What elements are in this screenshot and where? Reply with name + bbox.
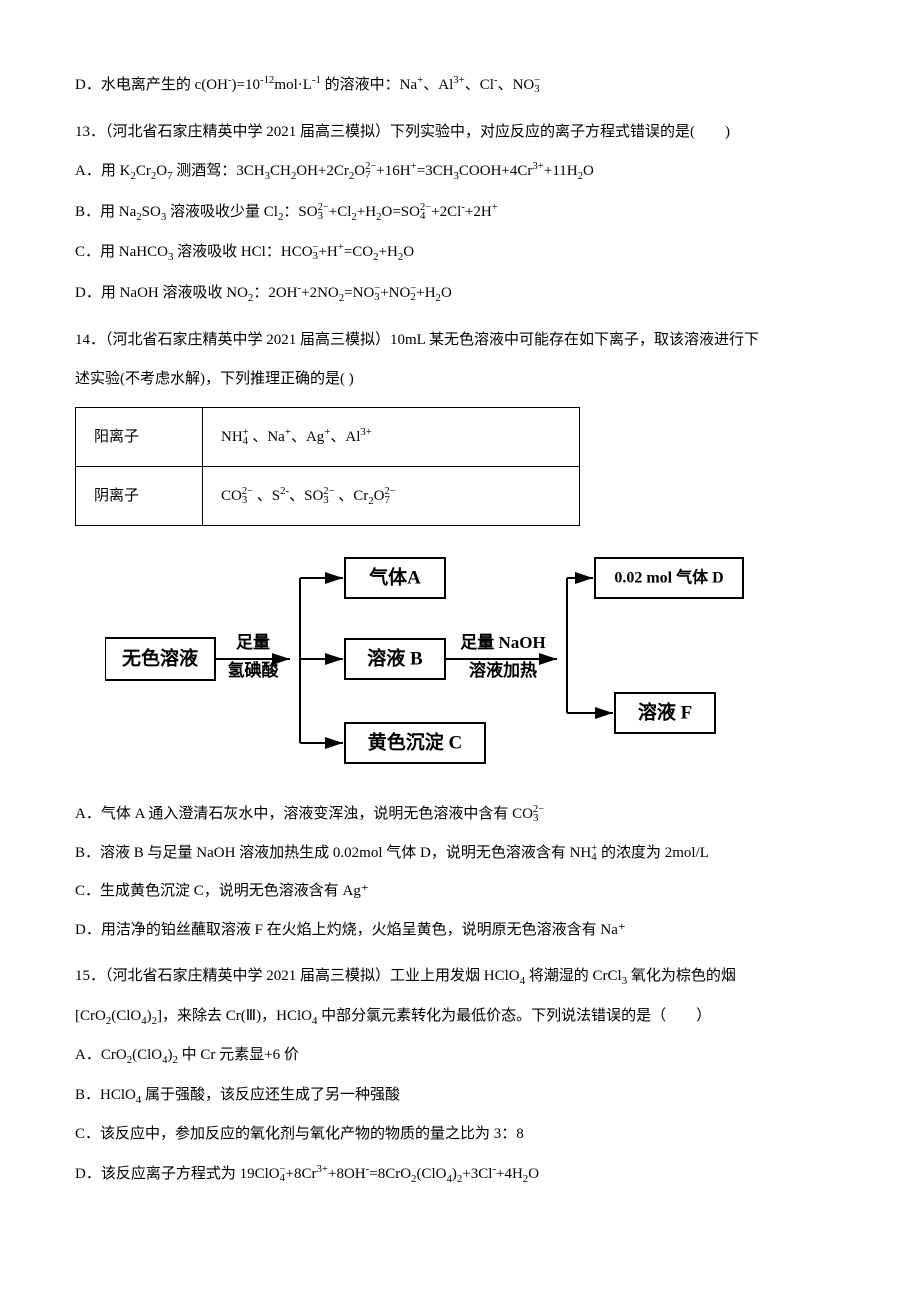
cation-label: 阳离子 (76, 408, 203, 467)
q14-stem-line2: 述实验(不考虑水解)，下列推理正确的是( ) (75, 365, 845, 394)
anion-label: 阴离子 (76, 466, 203, 526)
label-naoh1: 足量 NaOH (460, 632, 545, 652)
flow-diagram: 无色溶液 足量 氢碘酸 气体A 溶液 B 黄色沉淀 C 足量 NaOH 溶液加热… (105, 548, 845, 778)
cation-list: NH+4 、Na+、Ag+、Al3+ (203, 408, 580, 467)
node-sol-f: 溶液 F (638, 701, 692, 724)
q15-option-d: D．该反应离子方程式为 19ClO−4+8Cr3++8OH-=8CrO2(ClO… (75, 1159, 845, 1190)
node-gas-a: 气体A (368, 566, 421, 589)
q14-option-a: A．气体 A 通入澄清石灰水中，溶液变浑浊，说明无色溶液中含有 CO2−3 (75, 800, 845, 829)
q13-option-c: C．用 NaHCO3 溶液吸收 HCl：HCO−3+H+=CO2+H2O (75, 237, 845, 268)
q15-option-b: B．HClO4 属于强酸，该反应还生成了另一种强酸 (75, 1081, 845, 1111)
q15-option-a: A．CrO2(ClO4)2 中 Cr 元素显+6 价 (75, 1041, 845, 1071)
label-naoh2: 溶液加热 (469, 660, 537, 680)
node-gas-d: 0.02 mol 气体 D (614, 568, 723, 587)
q13-option-a: A．用 K2Cr2O7 测酒驾：3CH3CH2OH+2Cr2O2−7+16H+=… (75, 156, 845, 187)
node-colorless: 无色溶液 (122, 647, 199, 670)
q15-stem-line1: 15．（河北省石家庄精英中学 2021 届高三模拟）工业上用发烟 HClO4 将… (75, 962, 845, 992)
q13-option-d: D．用 NaOH 溶液吸收 NO2：2OH-+2NO2=NO−3+NO−2+H2… (75, 278, 845, 309)
table-row: 阴离子 CO2−3 、S2-、SO2−3 、Cr2O2−7 (76, 466, 580, 526)
q14-option-d: D．用洁净的铂丝蘸取溶液 F 在火焰上灼烧，火焰呈黄色，说明原无色溶液含有 Na… (75, 916, 845, 945)
anion-list: CO2−3 、S2-、SO2−3 、Cr2O2−7 (203, 466, 580, 526)
label-hi2: 氢碘酸 (228, 660, 280, 680)
q15-stem-line2: [CrO2(ClO4)2]，来除去 Cr(Ⅲ)，HClO4 中部分氯元素转化为最… (75, 1002, 845, 1032)
node-prec-c: 黄色沉淀 C (368, 731, 462, 754)
q13-option-b: B．用 Na2SO3 溶液吸收少量 Cl2：SO2−3+Cl2+H2O=SO2−… (75, 197, 845, 228)
q14-stem-line1: 14．（河北省石家庄精英中学 2021 届高三模拟）10mL 某无色溶液中可能存… (75, 326, 845, 355)
label-hi1: 足量 (236, 632, 270, 652)
q13-stem: 13．（河北省石家庄精英中学 2021 届高三模拟）下列实验中，对应反应的离子方… (75, 118, 845, 147)
node-sol-b: 溶液 B (367, 647, 423, 670)
q15-option-c: C．该反应中，参加反应的氧化剂与氧化产物的物质的量之比为 3：8 (75, 1120, 845, 1149)
q14-option-b: B．溶液 B 与足量 NaOH 溶液加热生成 0.02mol 气体 D，说明无色… (75, 839, 845, 868)
table-row: 阳离子 NH+4 、Na+、Ag+、Al3+ (76, 408, 580, 467)
q14-option-c: C．生成黄色沉淀 C，说明无色溶液含有 Ag⁺ (75, 877, 845, 906)
ion-table: 阳离子 NH+4 、Na+、Ag+、Al3+ 阴离子 CO2−3 、S2-、SO… (75, 407, 580, 526)
q12-option-d: D．水电离产生的 c(OH-)=10-12mol·L-1 的溶液中：Na+、Al… (75, 70, 845, 100)
